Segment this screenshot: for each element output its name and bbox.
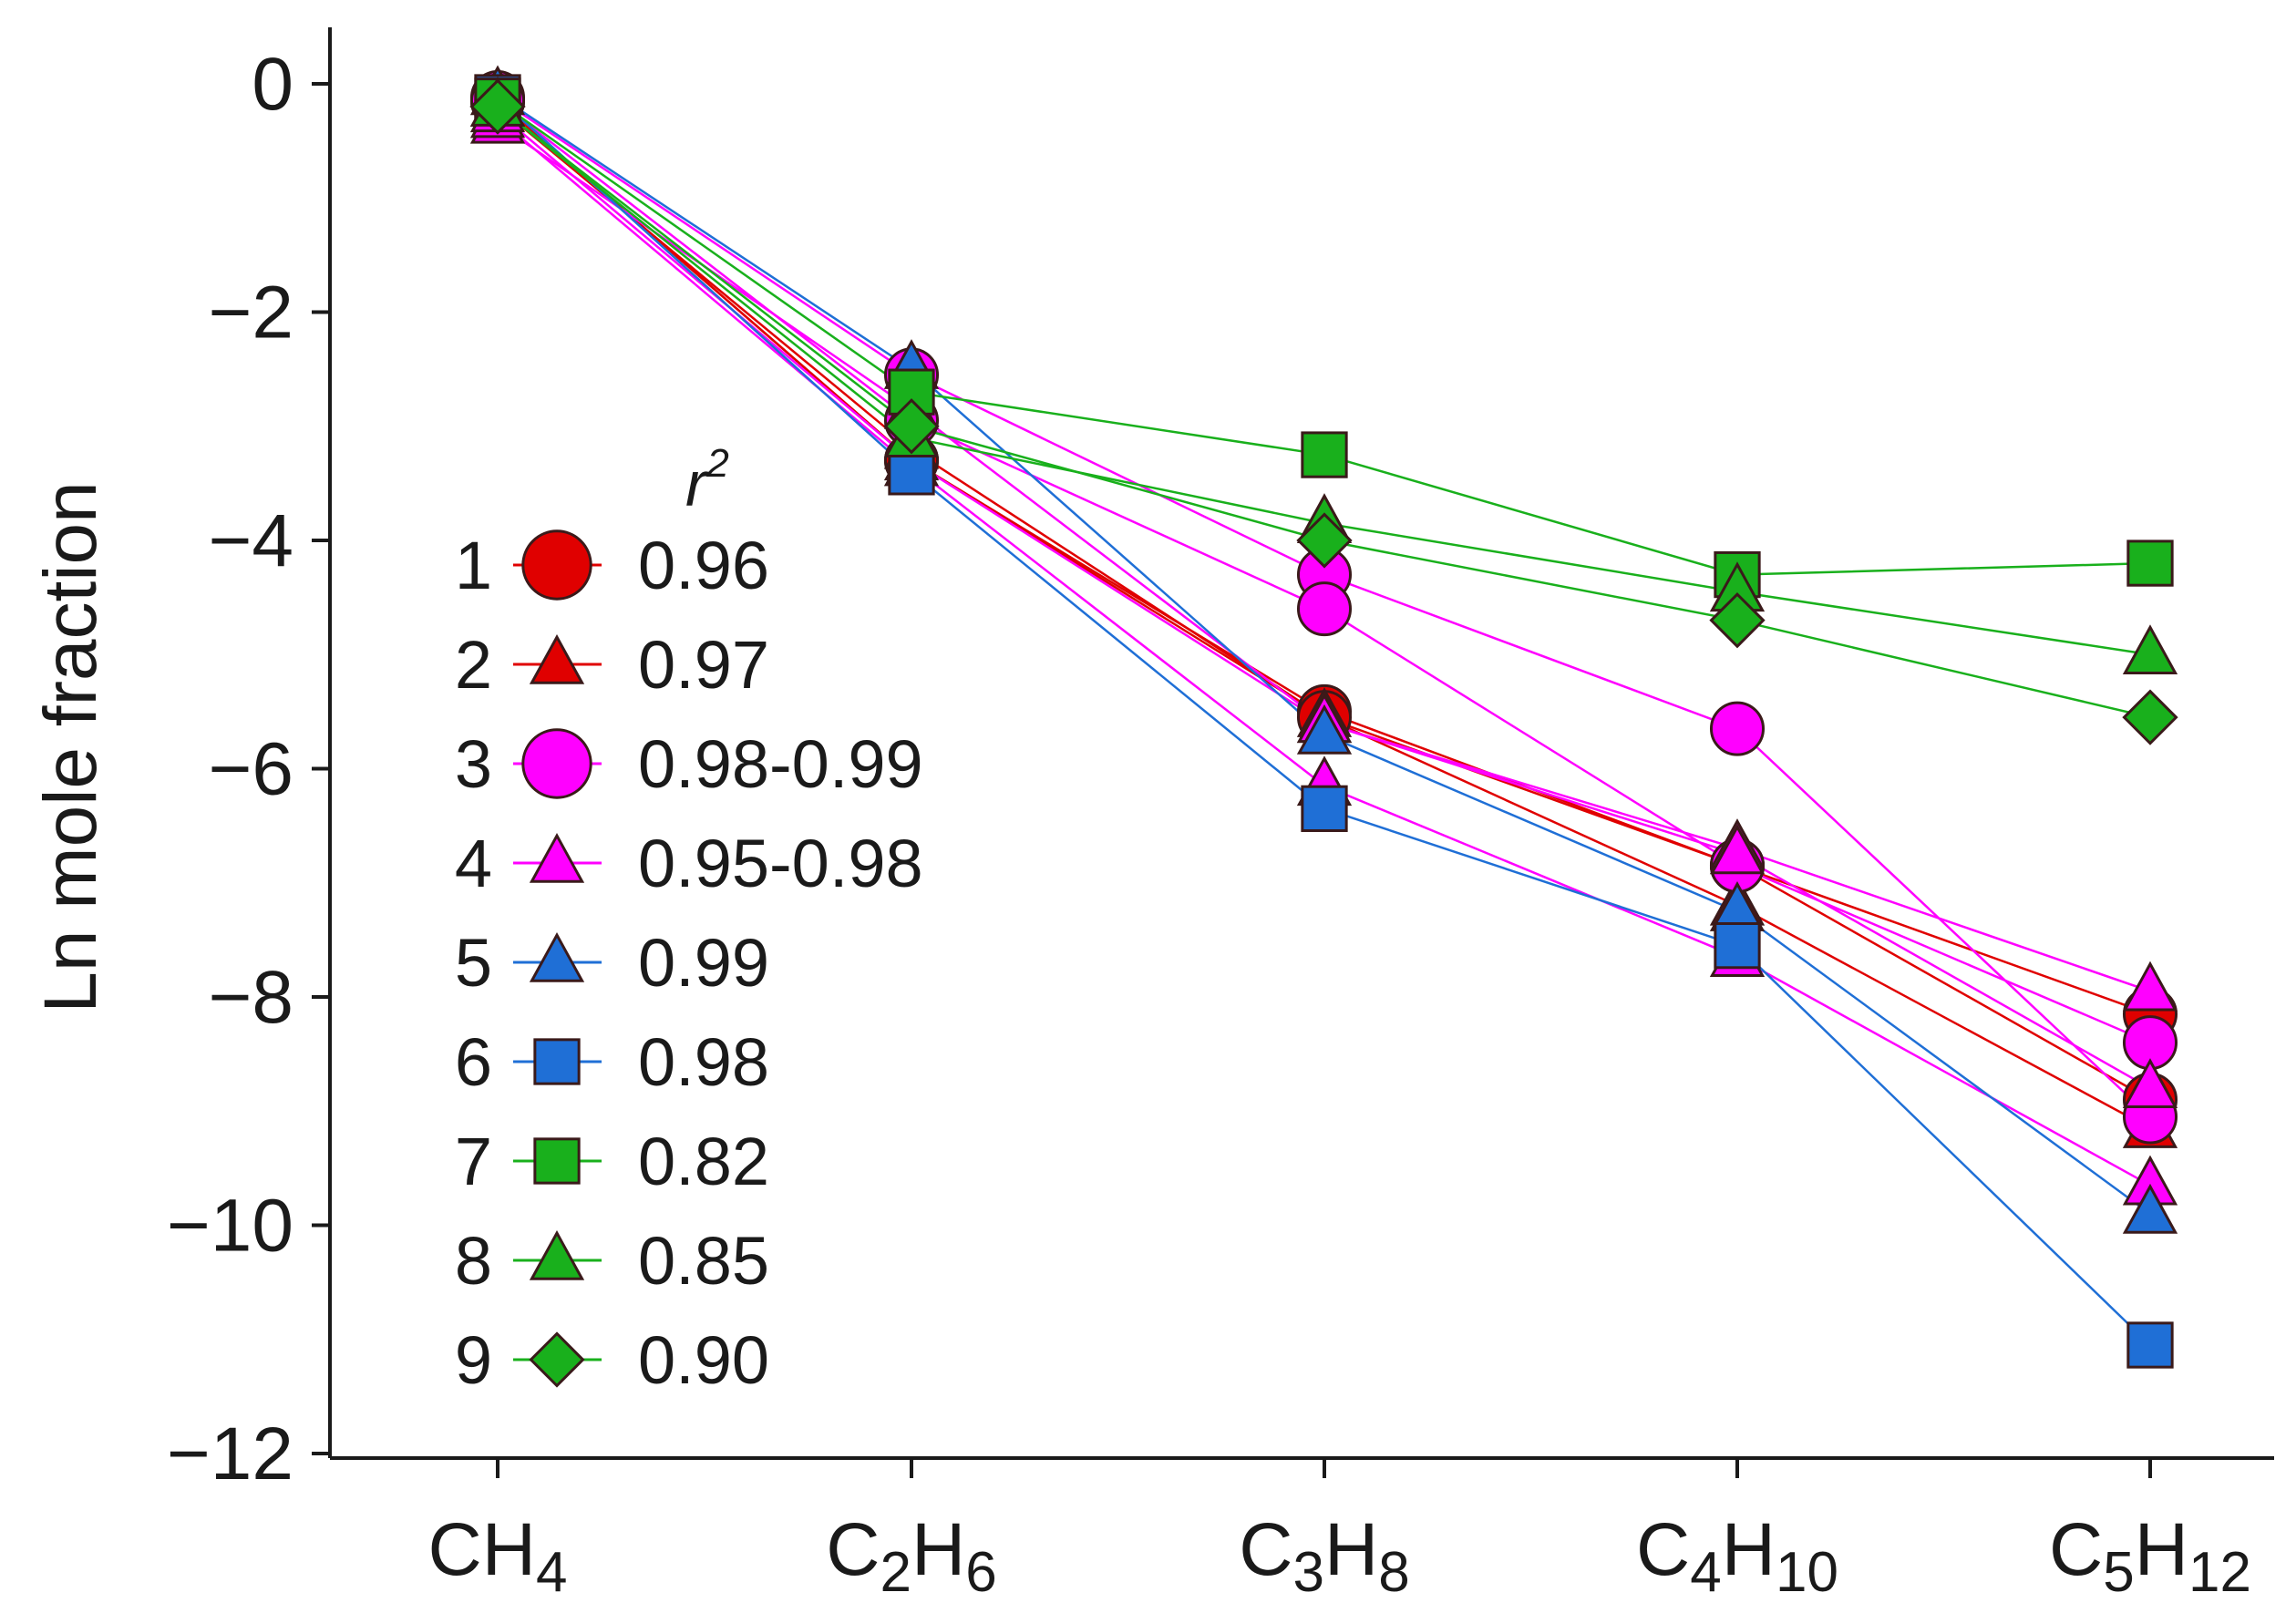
data-point: [1296, 581, 1353, 637]
data-point: [1709, 824, 1766, 875]
legend-number: 6: [455, 1024, 492, 1100]
y-tick-label: −8: [209, 956, 294, 1039]
legend-marker: [529, 931, 585, 982]
legend-entry-5: 5 0.99: [455, 925, 769, 1001]
legend-entry-1: 1 0.96: [455, 528, 769, 603]
legend-entry-3: 3 0.98-0.99: [455, 726, 923, 802]
legend-marker: [529, 832, 585, 883]
legend-number: 1: [455, 528, 492, 603]
x-tick-label: C2H6: [826, 1508, 996, 1604]
series-markers-9: [469, 78, 2178, 745]
legend-entry-4: 4 0.95-0.98: [455, 826, 923, 901]
legend-number: 9: [455, 1322, 492, 1398]
data-point: [2122, 689, 2178, 745]
legend: r2 1 0.962 0.973 0.98-0.994 0.95-0.985 0.996 0…: [455, 441, 923, 1398]
data-point: [1714, 921, 1761, 970]
legend-number: 2: [455, 627, 492, 703]
legend-entry-6: 6 0.98: [455, 1024, 769, 1100]
data-point: [2122, 1058, 2178, 1108]
legend-entry-8: 8 0.85: [455, 1223, 769, 1299]
y-tick-label: 0: [252, 43, 293, 126]
legend-marker: [529, 1229, 585, 1280]
legend-value: 0.90: [638, 1322, 769, 1398]
legend-title: r2: [685, 441, 729, 519]
legend-entry-2: 2 0.97: [455, 627, 769, 703]
legend-value: 0.98: [638, 1024, 769, 1100]
data-point: [469, 78, 526, 135]
legend-marker: [533, 1038, 581, 1085]
legend-value: 0.82: [638, 1124, 769, 1199]
legend-title-base: r: [685, 448, 709, 519]
y-axis-title: Ln mole fraction: [29, 481, 112, 1012]
data-point: [2126, 1321, 2174, 1369]
data-point: [1296, 704, 1353, 755]
legend-number: 3: [455, 726, 492, 802]
data-point: [2126, 539, 2174, 587]
data-point: [883, 398, 940, 455]
data-point: [1709, 701, 1766, 756]
axes: 0 −2 −4 −6 −8 −10 −12 CH4 C2H6 C3H8 C4H10 C5H12: [167, 27, 2274, 1604]
legend-value: 0.85: [638, 1223, 769, 1299]
data-point: [2122, 624, 2178, 675]
data-point: [2122, 961, 2178, 1012]
x-tick-label: CH4: [428, 1508, 568, 1604]
data-point: [1296, 512, 1353, 569]
legend-number: 8: [455, 1223, 492, 1299]
data-point: [1301, 785, 1348, 832]
legend-marker: [521, 529, 592, 601]
legend-entry-9: 9 0.90: [455, 1322, 769, 1398]
legend-value: 0.95-0.98: [638, 826, 923, 901]
x-tick-label: C3H8: [1239, 1508, 1409, 1604]
legend-value: 0.96: [638, 528, 769, 603]
y-tick-label: −10: [167, 1185, 293, 1268]
legend-number: 5: [455, 925, 492, 1001]
legend-number: 7: [455, 1124, 492, 1199]
legend-title-sup: 2: [705, 441, 728, 486]
x-tick-label: C5H12: [2049, 1508, 2251, 1604]
legend-marker: [521, 728, 592, 799]
legend-marker: [529, 633, 585, 684]
legend-entry-7: 7 0.82: [455, 1124, 769, 1199]
series-layer: [469, 65, 2178, 1369]
x-tick-label: C4H10: [1636, 1508, 1838, 1604]
data-point: [1709, 592, 1766, 649]
legend-marker: [529, 1331, 585, 1388]
legend-marker: [533, 1137, 581, 1185]
y-tick-label: −4: [209, 499, 294, 582]
legend-value: 0.97: [638, 627, 769, 703]
data-point: [2122, 1183, 2178, 1234]
y-tick-label: −12: [167, 1413, 293, 1495]
y-tick-label: −2: [209, 272, 294, 354]
legend-number: 4: [455, 826, 492, 901]
legend-value: 0.98-0.99: [638, 726, 923, 802]
y-tick-label: −6: [209, 728, 294, 811]
legend-value: 0.99: [638, 925, 769, 1001]
y-axis-label: Ln mole fraction: [29, 481, 112, 1012]
data-point: [1301, 431, 1348, 478]
